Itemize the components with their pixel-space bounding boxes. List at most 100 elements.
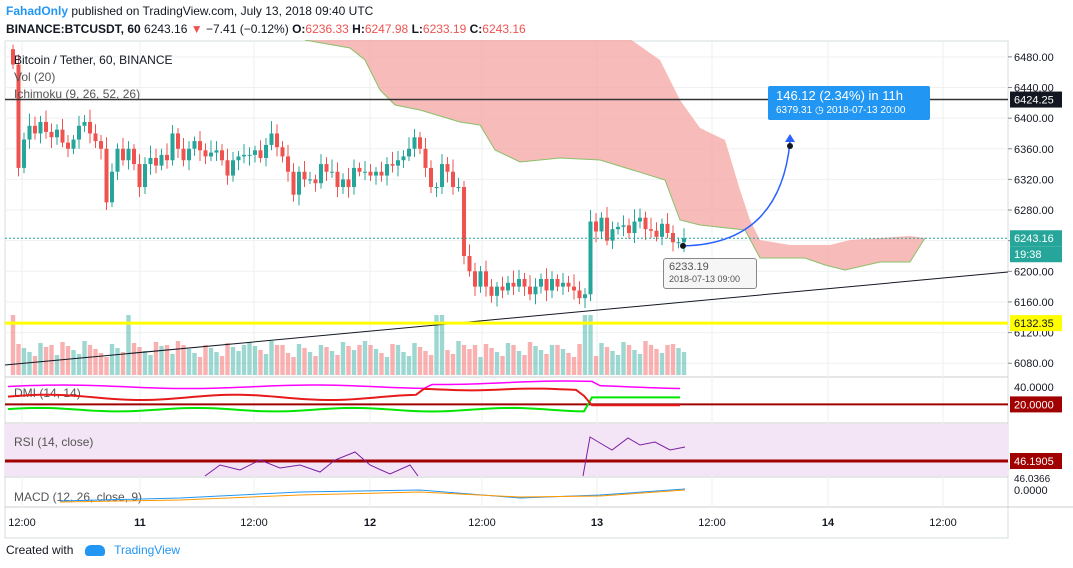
- volume-legend: Vol (20): [14, 70, 55, 84]
- volume-bar: [32, 356, 38, 375]
- candle: [214, 150, 219, 153]
- projection-label[interactable]: 146.12 (2.34%) in 11h 6379.31 ◷ 2018-07-…: [768, 86, 930, 120]
- volume-bar: [637, 354, 643, 375]
- volume-bar: [291, 357, 296, 375]
- candle: [313, 179, 318, 184]
- current-price-tag: 6243.16: [1014, 233, 1054, 245]
- candle: [588, 221, 593, 295]
- volume-bar: [549, 345, 555, 375]
- volume-bar: [604, 347, 610, 375]
- resistance-price-tag-bg: [1010, 91, 1062, 108]
- price-change: −7.41 (−0.12%): [206, 22, 289, 36]
- volume-bar: [450, 354, 456, 375]
- candle: [451, 171, 455, 188]
- high-value: 6247.98: [364, 22, 409, 36]
- candle: [324, 164, 329, 172]
- volume-bar: [533, 346, 538, 375]
- candle: [143, 164, 147, 188]
- x-tick-label: 12:00: [240, 517, 268, 529]
- volume-bar: [681, 352, 687, 375]
- volume-bar: [467, 349, 472, 375]
- volume-bar: [478, 357, 483, 375]
- candle: [599, 217, 604, 232]
- volume-bar: [49, 345, 54, 375]
- y-tick-label: 6320.00: [1014, 174, 1054, 186]
- candle: [489, 286, 494, 296]
- projection-end-point: [787, 142, 793, 149]
- candle: [176, 133, 180, 149]
- candle: [110, 171, 114, 203]
- y-tick-label: 6440.00: [1014, 82, 1054, 94]
- volume-bar: [648, 345, 654, 375]
- volume-bar: [390, 344, 395, 375]
- low-price-marker[interactable]: 6233.19 2018-07-13 09:00: [663, 258, 757, 289]
- volume-bar: [610, 351, 615, 375]
- ichimoku-legend: Ichimoku (9, 26, 52, 26): [14, 87, 140, 101]
- volume-bar: [274, 345, 280, 375]
- volume-bar: [544, 354, 549, 375]
- candle: [550, 278, 554, 291]
- publish-info: published on TradingView.com, July 13, 2…: [71, 4, 374, 18]
- volume-bar: [175, 341, 181, 375]
- x-tick-label: 11: [134, 517, 146, 529]
- x-tick-label: 12:00: [8, 517, 36, 529]
- candle: [374, 171, 378, 176]
- volume-bar: [21, 348, 27, 375]
- candle: [258, 150, 263, 158]
- price-chart[interactable]: 6480.00 6440.00 6400.00 6360.00 6320.00 6280.…: [0, 40, 1073, 540]
- candle: [396, 160, 400, 166]
- tradingview-link[interactable]: TradingView: [114, 543, 181, 557]
- candle: [148, 157, 153, 165]
- volume-bar: [379, 353, 384, 375]
- candle: [11, 49, 15, 65]
- volume-bar: [676, 348, 681, 375]
- y-tick-label: 6400.00: [1014, 113, 1054, 125]
- candle: [654, 230, 659, 237]
- volume-bar: [632, 350, 637, 375]
- macd-line: [59, 488, 686, 502]
- y-tick-label: 6080.00: [1014, 358, 1054, 370]
- volume-bar: [186, 349, 192, 375]
- candle: [77, 125, 81, 140]
- candle: [159, 154, 164, 166]
- projection-target-time: 2018-07-13 20:00: [826, 105, 906, 116]
- candle: [357, 167, 362, 172]
- low-marker-time: 2018-07-13 09:00: [669, 274, 741, 284]
- volume-bar: [357, 345, 362, 375]
- candle: [126, 148, 131, 161]
- candle: [478, 271, 483, 287]
- volume-bar: [599, 343, 604, 375]
- volume-bar: [115, 348, 120, 375]
- author-name[interactable]: FahadOnly: [6, 4, 69, 18]
- volume-bar: [219, 356, 225, 375]
- candle: [390, 164, 395, 166]
- volume-bar: [538, 350, 544, 375]
- volume-bar: [434, 315, 439, 375]
- volume-bar: [351, 350, 357, 375]
- volume-bar: [560, 349, 566, 375]
- volume-bar: [98, 353, 104, 375]
- volume-bar: [401, 352, 406, 375]
- candle: [203, 150, 208, 157]
- candle: [517, 278, 521, 287]
- candle: [495, 286, 499, 296]
- candle: [71, 139, 76, 149]
- candle: [104, 148, 109, 203]
- volume-bar: [164, 345, 170, 375]
- candle: [401, 156, 406, 161]
- volume-bar: [142, 351, 148, 375]
- y-tick-label: 6200.00: [1014, 266, 1054, 278]
- candle: [44, 121, 48, 132]
- candle: [528, 286, 532, 295]
- candle: [500, 286, 505, 291]
- volume-bar: [197, 357, 203, 375]
- candle: [467, 255, 472, 272]
- volume-bar: [137, 347, 142, 375]
- candle: [297, 171, 301, 195]
- low-label: L:: [411, 22, 423, 36]
- candle: [561, 282, 565, 287]
- volume-bar: [406, 356, 412, 375]
- x-tick-label: 14: [822, 517, 835, 529]
- volume-bar: [203, 345, 208, 375]
- publish-header: FahadOnly published on TradingView.com, …: [6, 4, 373, 18]
